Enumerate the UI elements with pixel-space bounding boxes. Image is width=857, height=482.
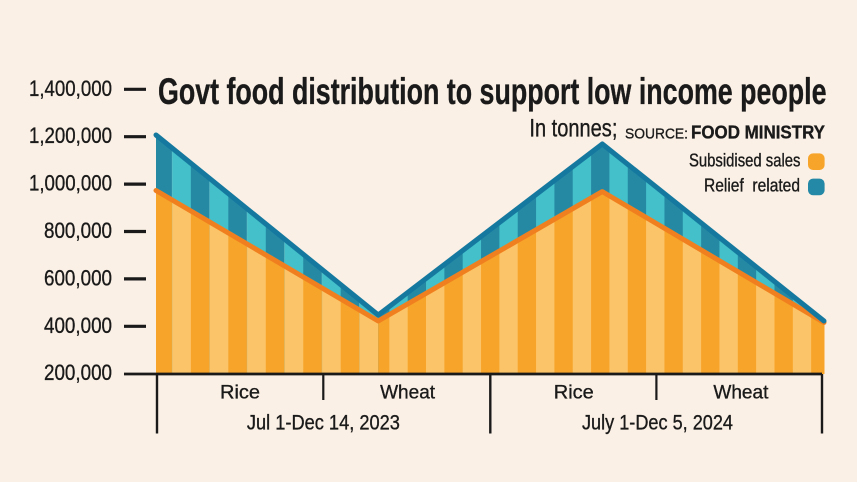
svg-text:Relief related: Relief related — [704, 175, 800, 196]
svg-text:600,000: 600,000 — [44, 265, 112, 290]
svg-text:Wheat: Wheat — [380, 382, 435, 404]
svg-text:200,000: 200,000 — [44, 360, 112, 385]
svg-text:SOURCE:: SOURCE: — [625, 126, 688, 143]
svg-text:July 1-Dec 5, 2024: July 1-Dec 5, 2024 — [582, 411, 733, 435]
svg-text:Subsidised sales: Subsidised sales — [689, 150, 801, 171]
svg-text:1,200,000: 1,200,000 — [29, 123, 112, 148]
svg-text:Rice: Rice — [220, 382, 260, 404]
svg-text:In tonnes;: In tonnes; — [529, 114, 617, 142]
svg-text:Rice: Rice — [554, 382, 594, 404]
svg-text:Jul 1-Dec 14, 2023: Jul 1-Dec 14, 2023 — [247, 411, 400, 435]
svg-text:1,000,000: 1,000,000 — [29, 171, 112, 196]
svg-text:Wheat: Wheat — [713, 382, 768, 404]
svg-text:800,000: 800,000 — [44, 218, 112, 243]
svg-text:400,000: 400,000 — [44, 313, 112, 338]
svg-text:1,400,000: 1,400,000 — [29, 76, 112, 101]
svg-text:Govt food distribution to supp: Govt food distribution to support low in… — [158, 71, 827, 112]
svg-text:FOOD MINISTRY: FOOD MINISTRY — [691, 123, 825, 143]
